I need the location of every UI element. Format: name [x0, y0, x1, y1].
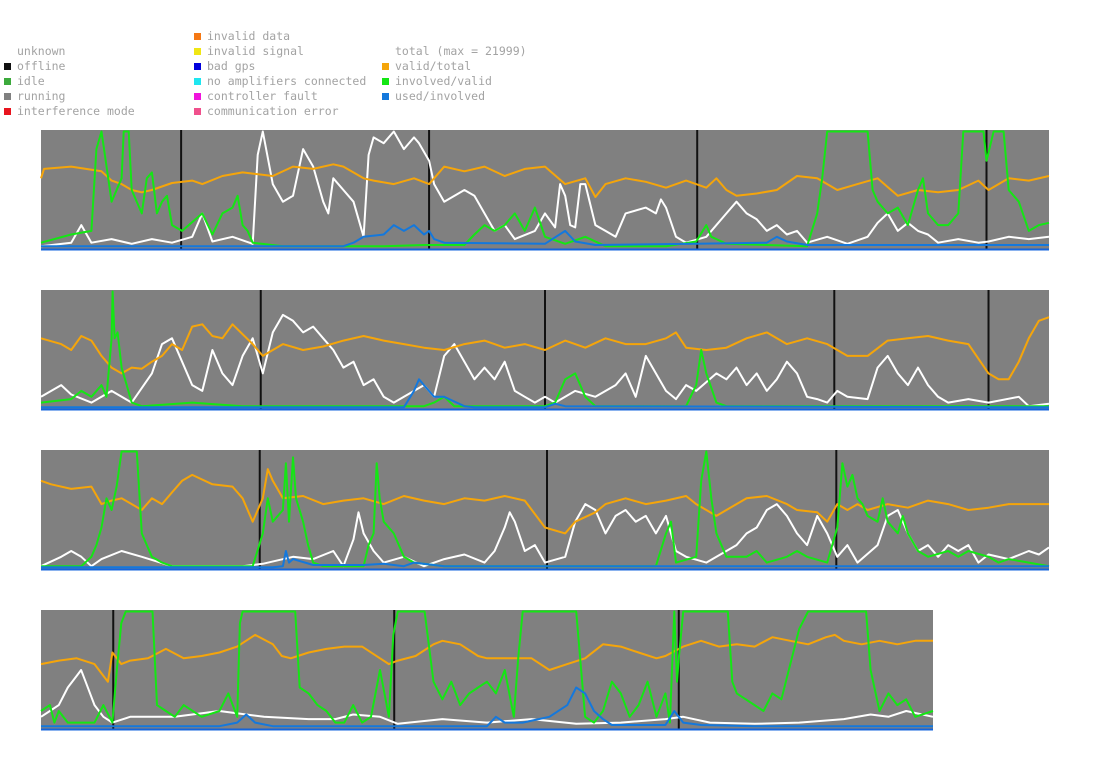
series-line-total	[40, 503, 1050, 568]
legend-label-controller-fault: controller fault	[207, 89, 318, 103]
series-line-used-involved	[41, 378, 1050, 409]
legend-label-valid-total: valid/total	[395, 59, 472, 73]
chart-panel-3	[40, 450, 1050, 571]
series-line-valid-total	[40, 163, 1050, 198]
panel-background	[41, 130, 1049, 250]
legend-label-unknown: unknown	[17, 44, 66, 58]
series-line-used-involved	[41, 550, 1049, 569]
legend-swatch-invalid-signal	[194, 48, 201, 55]
legend-label-idle: idle	[17, 74, 45, 88]
legend-swatch-used-involved	[382, 93, 389, 100]
legend-swatch-invalid-data	[194, 33, 201, 40]
legend-label-invalid-signal: invalid signal	[207, 44, 304, 58]
series-line-total	[40, 130, 1050, 248]
legend-label-no-amplifiers-connected: no amplifiers connected	[207, 74, 367, 88]
chart-panel-2	[40, 290, 1050, 411]
legend-label-communication-error: communication error	[207, 104, 339, 118]
series-line-total	[40, 313, 1050, 408]
legend-label-bad-gps: bad gps	[207, 59, 256, 73]
legend-swatch-running	[4, 93, 11, 100]
chart-panel-4	[40, 610, 934, 731]
legend-swatch-unknown	[4, 48, 11, 55]
legend-swatch-communication-error	[194, 108, 201, 115]
legend: unknown offline idle running interferenc…	[0, 0, 1095, 125]
legend-swatch-offline	[4, 63, 11, 70]
legend-swatch-valid-total	[382, 63, 389, 70]
legend-swatch-idle	[4, 78, 11, 85]
series-line-involved-valid	[40, 610, 934, 724]
legend-label-total: total (max = 21999)	[395, 44, 527, 58]
legend-label-used-involved: used/involved	[395, 89, 486, 103]
legend-label-interference-mode: interference mode	[17, 104, 135, 118]
legend-swatch-total	[382, 48, 389, 55]
chart-panel-1	[40, 130, 1050, 251]
series-line-used-involved	[41, 686, 933, 728]
series-line-used-involved	[41, 224, 1049, 248]
legend-swatch-involved-valid	[382, 78, 389, 85]
legend-swatch-bad-gps	[194, 63, 201, 70]
legend-label-involved-valid: involved/valid	[395, 74, 492, 88]
series-line-valid-total	[40, 468, 1049, 535]
legend-swatch-controller-fault	[194, 93, 201, 100]
series-line-involved-valid	[40, 290, 1049, 408]
series-line-valid-total	[40, 316, 1050, 381]
series-line-valid-total	[40, 633, 933, 683]
legend-swatch-interference-mode	[4, 108, 11, 115]
legend-label-offline: offline	[17, 59, 66, 73]
legend-label-invalid-data: invalid data	[207, 29, 291, 43]
series-line-total	[40, 669, 934, 725]
legend-label-running: running	[17, 89, 66, 103]
series-line-involved-valid	[40, 130, 1050, 248]
legend-swatch-no-amplifiers-connected	[194, 78, 201, 85]
